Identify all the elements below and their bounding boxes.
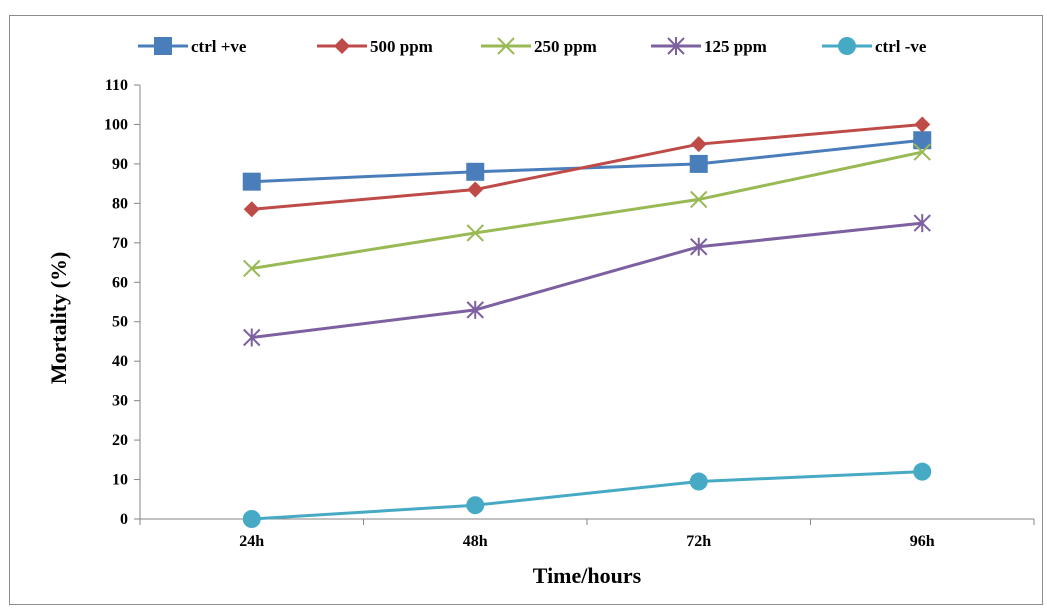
series-line bbox=[251, 150, 923, 270]
data-point bbox=[242, 172, 261, 191]
y-axis-title: Mortality (%) bbox=[46, 252, 71, 385]
data-point bbox=[467, 181, 484, 198]
series-0 bbox=[242, 131, 932, 191]
legend-marker bbox=[154, 37, 172, 55]
x-tick-label: 72h bbox=[686, 533, 711, 550]
x-tick-label: 48h bbox=[463, 533, 488, 550]
legend-label: 500 ppm bbox=[370, 37, 433, 56]
y-tick-label: 100 bbox=[104, 116, 128, 133]
y-tick-label: 80 bbox=[112, 195, 128, 212]
legend-marker bbox=[334, 38, 350, 54]
data-point bbox=[690, 190, 708, 209]
x-axis: 24h 48h 72h 96h bbox=[139, 518, 1035, 550]
y-tick-label: 40 bbox=[112, 353, 128, 370]
data-point bbox=[243, 201, 260, 218]
legend-label: ctrl -ve bbox=[875, 37, 927, 56]
series-3 bbox=[243, 214, 931, 347]
x-axis-title: Time/hours bbox=[533, 563, 642, 588]
y-tick-label: 30 bbox=[112, 393, 128, 410]
series-2 bbox=[243, 143, 931, 278]
series-line bbox=[251, 122, 923, 211]
data-point bbox=[466, 496, 485, 515]
legend-label: 250 ppm bbox=[534, 37, 597, 56]
data-point bbox=[243, 259, 261, 278]
series-line bbox=[251, 221, 923, 339]
data-point bbox=[466, 162, 485, 181]
data-point bbox=[913, 214, 931, 233]
legend-marker bbox=[667, 37, 685, 55]
y-tick-label: 60 bbox=[112, 274, 128, 291]
y-axis: 0 10 20 30 40 50 60 70 80 90 100 110 bbox=[104, 77, 141, 528]
y-tick-label: 90 bbox=[112, 156, 128, 173]
data-point bbox=[913, 143, 931, 161]
legend-marker bbox=[497, 37, 515, 55]
data-point bbox=[913, 462, 932, 481]
legend-item: ctrl -ve bbox=[822, 37, 927, 56]
data-point bbox=[690, 237, 708, 256]
series-4 bbox=[242, 462, 932, 528]
y-tick-label: 20 bbox=[112, 432, 128, 449]
legend-item: 250 ppm bbox=[481, 37, 597, 56]
data-point bbox=[689, 472, 708, 491]
y-tick-label: 10 bbox=[112, 472, 128, 489]
data-point bbox=[690, 136, 707, 153]
data-point bbox=[243, 328, 261, 347]
series-1 bbox=[243, 116, 931, 218]
plot-series bbox=[242, 116, 932, 528]
series-line bbox=[251, 470, 923, 521]
legend-item: 500 ppm bbox=[317, 37, 433, 56]
y-tick-label: 50 bbox=[112, 314, 128, 331]
series-line bbox=[251, 138, 923, 184]
data-point bbox=[914, 116, 931, 133]
data-point bbox=[466, 224, 484, 242]
data-point bbox=[242, 510, 261, 528]
legend-label: 125 ppm bbox=[704, 37, 767, 56]
data-point bbox=[913, 131, 932, 150]
y-tick-label: 0 bbox=[120, 511, 128, 528]
data-point bbox=[689, 154, 708, 173]
y-tick-label: 110 bbox=[105, 77, 128, 94]
legend-item: 125 ppm bbox=[651, 37, 767, 56]
legend-item: ctrl +ve bbox=[138, 37, 247, 56]
legend: ctrl +ve 500 ppm 250 ppm 125 ppm ctrl -ve bbox=[138, 37, 927, 56]
y-tick-label: 70 bbox=[112, 235, 128, 252]
data-point bbox=[466, 300, 484, 319]
x-tick-label: 96h bbox=[910, 533, 935, 550]
legend-marker bbox=[838, 37, 856, 55]
legend-label: ctrl +ve bbox=[191, 37, 247, 56]
chart-frame bbox=[9, 15, 1043, 605]
x-tick-label: 24h bbox=[239, 533, 264, 550]
